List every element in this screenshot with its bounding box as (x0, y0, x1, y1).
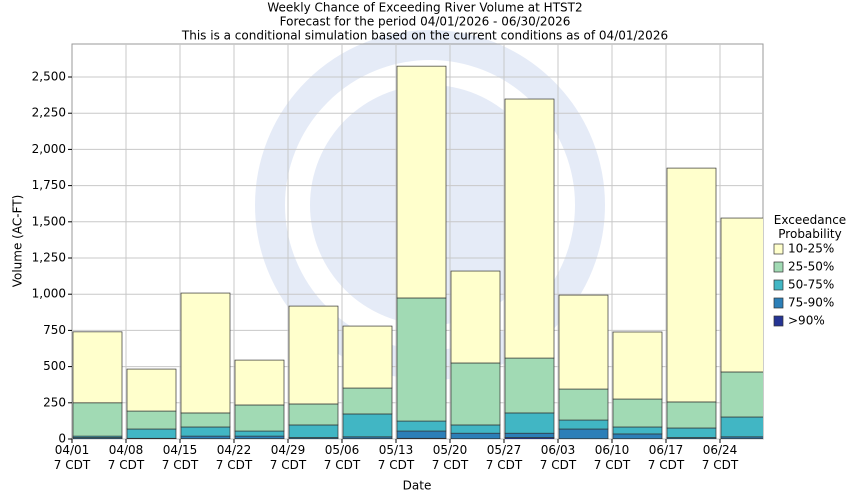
bar-segment (450, 424, 501, 434)
y-tick-label: 1,750 (32, 178, 66, 192)
bars (72, 65, 763, 439)
bar-segment (558, 388, 609, 421)
bar-segment (396, 297, 447, 422)
bar-segment (612, 331, 663, 400)
x-tick-label: 04/22 7 CDT (216, 443, 253, 472)
y-tick-label: 2,500 (32, 70, 66, 84)
legend-swatch (773, 243, 784, 255)
bar-segment (72, 331, 123, 404)
y-tick-label: 2,000 (32, 142, 66, 156)
bar-segment (396, 65, 447, 299)
bar-segment (288, 305, 339, 405)
legend-swatch (773, 261, 784, 273)
chart-subtitle: Forecast for the period 04/01/2026 - 06/… (280, 15, 571, 29)
y-tick-label: 750 (43, 323, 66, 337)
bar-segment (234, 435, 285, 439)
bar-segment (558, 294, 609, 390)
bar-segment (126, 410, 177, 430)
y-tick-label: 500 (43, 359, 66, 373)
bar-segment (396, 420, 447, 432)
legend-title: Exceedance Probability (774, 213, 846, 241)
legend-label: 75-90% (788, 296, 834, 310)
legend-swatch (773, 279, 784, 291)
bar-segment (234, 430, 285, 437)
bar-segment (450, 432, 501, 439)
legend-swatch (773, 297, 784, 309)
x-tick-label: 04/29 7 CDT (270, 443, 307, 472)
bar-segment (180, 435, 231, 439)
bar-segment (342, 413, 393, 438)
x-tick-label: 05/20 7 CDT (432, 443, 469, 472)
bar-segment (234, 359, 285, 406)
x-tick-label: 05/13 7 CDT (378, 443, 415, 472)
bar-segment (612, 433, 663, 439)
bar-segment (504, 412, 555, 434)
legend-label: 50-75% (788, 278, 834, 292)
bar-segment (558, 428, 609, 439)
legend-label: 25-50% (788, 260, 834, 274)
bar-segment (288, 424, 339, 438)
legend-swatch (773, 315, 784, 327)
bar-segment (612, 398, 663, 428)
x-tick-label: 06/03 7 CDT (540, 443, 577, 472)
y-tick-label: 1,000 (32, 287, 66, 301)
x-tick-label: 06/17 7 CDT (648, 443, 685, 472)
x-tick-label: 05/27 7 CDT (486, 443, 523, 472)
bar-segment (342, 387, 393, 415)
bar-segment (126, 428, 177, 439)
x-tick-label: 04/08 7 CDT (108, 443, 145, 472)
y-tick-label: 1,250 (32, 251, 66, 265)
bar-segment (720, 371, 763, 418)
bar-segment (180, 292, 231, 414)
x-tick-label: 04/15 7 CDT (162, 443, 199, 472)
bar-segment (180, 426, 231, 437)
bar-segment (396, 430, 447, 439)
y-tick-label: 2,250 (32, 106, 66, 120)
bar-segment (234, 404, 285, 432)
x-axis-label: Date (403, 479, 432, 493)
bar-segment (504, 357, 555, 414)
chart-title: Weekly Chance of Exceeding River Volume … (267, 1, 582, 15)
bar-segment (504, 432, 555, 438)
x-tick-label: 06/10 7 CDT (594, 443, 631, 472)
x-tick-label: 06/24 7 CDT (702, 443, 739, 472)
bar-segment (558, 419, 609, 430)
bar-segment (450, 362, 501, 426)
bar-segment (612, 426, 663, 435)
bar-segment (666, 167, 717, 403)
bar-segment (180, 412, 231, 428)
bar-segment (288, 403, 339, 426)
legend-label: 10-25% (788, 242, 834, 256)
bar-segment (126, 368, 177, 412)
bar-segment (666, 427, 717, 438)
bar-segment (666, 401, 717, 429)
bar-segment (504, 98, 555, 359)
y-tick-label: 250 (43, 395, 66, 409)
bar-segment (720, 217, 763, 373)
bar-segment (720, 416, 763, 438)
x-tick-label: 04/01 7 CDT (54, 443, 91, 472)
y-tick-label: 1,500 (32, 214, 66, 228)
bar-segment (72, 402, 123, 437)
x-tick-label: 05/06 7 CDT (324, 443, 361, 472)
y-tick-label: 0 (58, 432, 66, 446)
chart-subtitle: This is a conditional simulation based o… (181, 29, 668, 43)
y-axis-label: Volume (AC-FT) (11, 195, 25, 288)
bar-segment (450, 270, 501, 364)
bar-segment (342, 325, 393, 389)
legend-label: >90% (788, 314, 825, 328)
